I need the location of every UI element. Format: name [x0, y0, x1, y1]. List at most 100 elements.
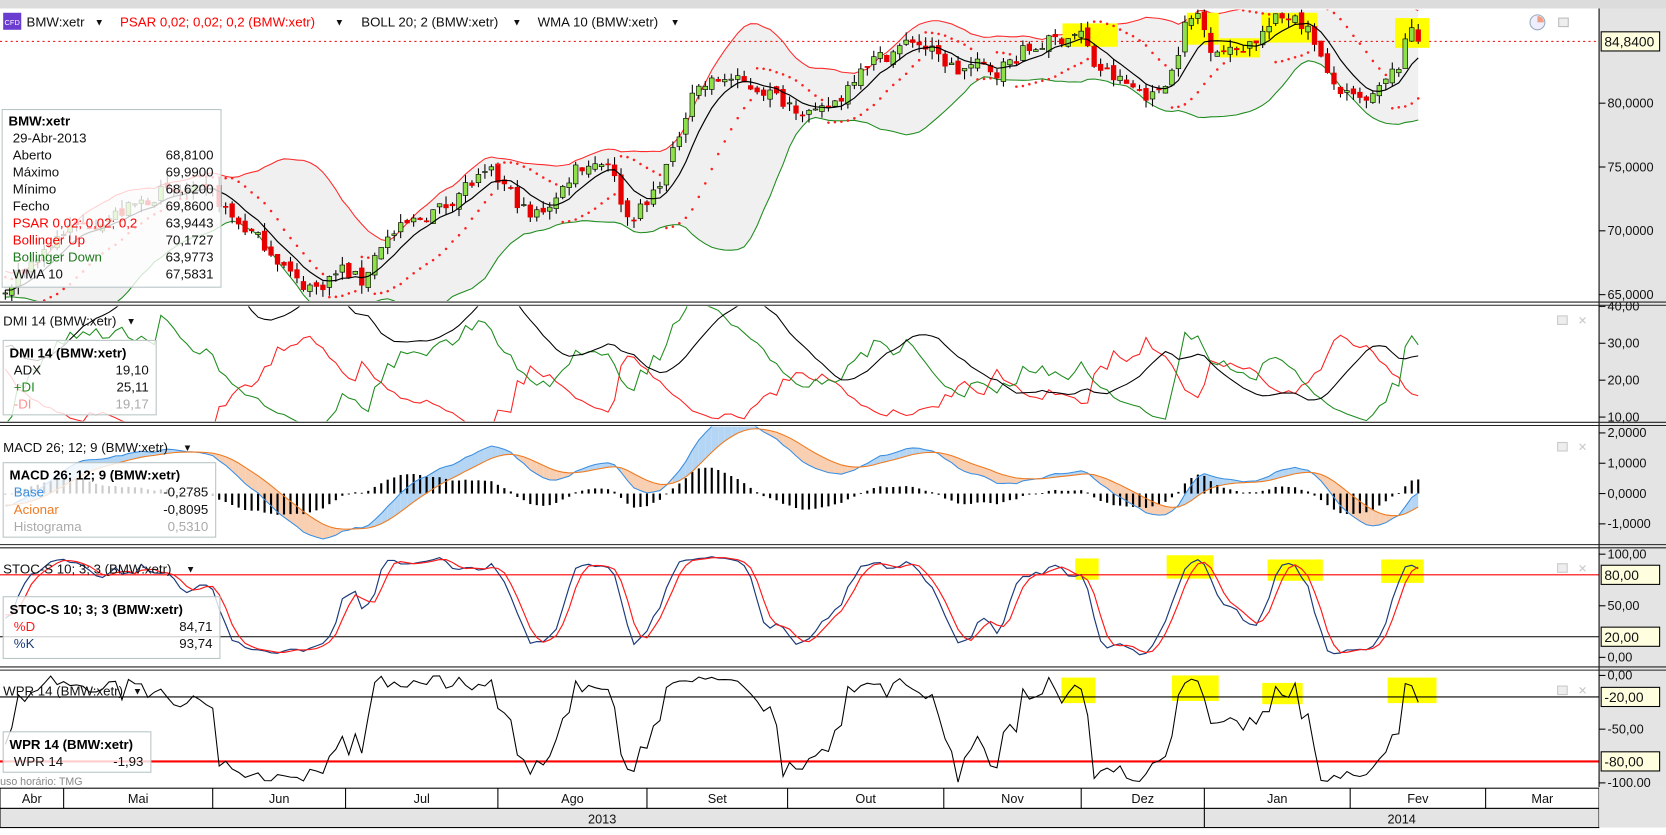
psar-dot: [1138, 39, 1141, 42]
macd-histogram-bar: [1157, 493, 1161, 505]
macd-close-icon[interactable]: ✕: [1578, 441, 1588, 454]
macd-dropdown-icon[interactable]: ▼: [183, 443, 192, 454]
macd-fill-segment: [627, 470, 634, 488]
month-label[interactable]: Out: [855, 791, 876, 806]
month-label[interactable]: Mar: [1531, 791, 1554, 806]
stoc-restore-icon[interactable]: [1557, 563, 1568, 573]
psar-dot: [982, 77, 986, 81]
axis-tick-label: 40,00: [1608, 299, 1640, 314]
psar-dot: [859, 113, 863, 117]
psar-dot: [846, 119, 850, 122]
candle: [884, 55, 890, 62]
candle: [754, 87, 760, 93]
candle: [1260, 30, 1266, 46]
candle: [378, 247, 384, 260]
macd-fill-segment: [1372, 510, 1380, 526]
macd-fill-segment: [258, 475, 265, 500]
macd-histogram-bar: [347, 493, 350, 495]
dmi-dropdown-icon[interactable]: ▼: [126, 316, 135, 327]
info-row-label: WPR 14: [14, 754, 63, 769]
macd-restore-icon[interactable]: [1557, 441, 1568, 452]
wpr-legend[interactable]: WPR 14 (BMW:xetr): [3, 684, 123, 699]
cfd-badge-icon: [3, 12, 22, 30]
legend-wma[interactable]: WMA 10 (BMW:xetr): [538, 15, 659, 30]
williams-r-panel[interactable]: [0, 675, 1600, 783]
macd-fill-segment: [996, 472, 1004, 484]
value-label-box: [1600, 751, 1661, 772]
wpr-dropdown-icon[interactable]: ▼: [133, 687, 142, 698]
psar-dot: [1365, 50, 1368, 54]
month-label[interactable]: Dez: [1131, 791, 1154, 806]
dmi-panel[interactable]: [4, 254, 1419, 431]
month-label[interactable]: Fev: [1407, 791, 1429, 806]
month-label[interactable]: Set: [708, 791, 728, 806]
month-label[interactable]: Nov: [1001, 791, 1024, 806]
price-axis-background[interactable]: [1599, 8, 1666, 788]
macd-histogram-bar: [1268, 489, 1271, 494]
wpr-close-icon[interactable]: ✕: [1578, 685, 1588, 698]
dmi-restore-icon[interactable]: [1557, 315, 1568, 325]
candle: [1396, 69, 1402, 74]
macd-histogram-bar: [276, 493, 279, 515]
macd-fill-segment: [413, 478, 421, 502]
month-label[interactable]: Mai: [128, 791, 149, 806]
psar-dot: [250, 191, 253, 194]
legend-instrument[interactable]: BMW:xetr: [27, 15, 86, 30]
macd-fill-segment: [1204, 473, 1211, 492]
info-row-label: WMA 10: [13, 267, 63, 282]
panel-separators[interactable]: [0, 301, 1666, 671]
wma-dropdown-icon[interactable]: ▼: [670, 18, 679, 29]
macd-histogram-bar: [820, 493, 824, 508]
info-row-value: 63,9443: [166, 216, 214, 231]
time-axis[interactable]: Fuso horário: TMG Abr Mai Jun Jul Ago Set Out No…: [0, 776, 1666, 829]
bollinger-band-fill: [5, 9, 1419, 302]
wpr-restore-icon[interactable]: [1557, 685, 1568, 696]
month-label[interactable]: Ago: [561, 791, 584, 806]
dmi-legend[interactable]: DMI 14 (BMW:xetr): [3, 313, 116, 328]
macd-histogram-bar: [944, 493, 947, 499]
stoc-close-icon[interactable]: ✕: [1578, 562, 1588, 575]
psar-dot: [412, 271, 415, 275]
candle: [475, 174, 482, 183]
info-row-label: %K: [14, 636, 35, 651]
macd-histogram-bar: [717, 469, 720, 494]
month-label[interactable]: Abr: [22, 791, 43, 806]
candle: [443, 204, 449, 209]
stochastic-panel[interactable]: [0, 555, 1600, 656]
macd-fill-segment: [245, 467, 252, 489]
candle: [1020, 45, 1026, 61]
psar-dot: [885, 89, 889, 93]
candle: [935, 45, 942, 55]
stoc-legend[interactable]: STOC-S 10; 3; 3 (BMW:xetr): [3, 561, 171, 576]
psar-dot: [645, 166, 649, 170]
year-label[interactable]: 2014: [1388, 811, 1416, 826]
macd-info-box-group: MACD 26; 12; 9 (BMW:xetr) Base -0,2785 Acio…: [2, 462, 217, 538]
legend-psar[interactable]: PSAR 0,02; 0,02; 0,2 (BMW:xetr): [120, 15, 315, 30]
macd-fill-segment: [951, 455, 959, 468]
axis-tick-label: 65,0000: [1608, 287, 1654, 302]
macd-fill-segment: [685, 449, 693, 477]
main-price-panel[interactable]: [0, 0, 1600, 316]
stoc-dropdown-icon[interactable]: ▼: [186, 564, 195, 575]
info-box: [1, 109, 222, 288]
value-label-box: [1600, 31, 1661, 52]
psar-dot: [593, 207, 597, 210]
legend-boll[interactable]: BOLL 20; 2 (BMW:xetr): [361, 15, 498, 30]
month-label[interactable]: Jan: [1267, 791, 1288, 806]
highlight-annotation: [1061, 677, 1096, 704]
year-label[interactable]: 2013: [588, 811, 616, 826]
psar-dropdown-icon[interactable]: ▼: [335, 18, 344, 29]
instrument-dropdown-icon[interactable]: ▼: [95, 18, 104, 29]
month-label[interactable]: Jul: [414, 791, 430, 806]
dmi-close-icon[interactable]: ✕: [1578, 314, 1588, 327]
psar-dot: [1164, 63, 1167, 67]
month-label[interactable]: Jun: [269, 791, 290, 806]
macd-legend[interactable]: MACD 26; 12; 9 (BMW:xetr): [3, 440, 168, 455]
boll-dropdown-icon[interactable]: ▼: [512, 18, 521, 29]
axis-tick-label: -1,0000: [1608, 516, 1651, 531]
restore-panel-icon[interactable]: [1558, 17, 1569, 28]
psar-dot: [801, 83, 804, 87]
candle: [650, 189, 657, 205]
candle: [897, 45, 903, 55]
macd-fill-segment: [141, 451, 148, 458]
